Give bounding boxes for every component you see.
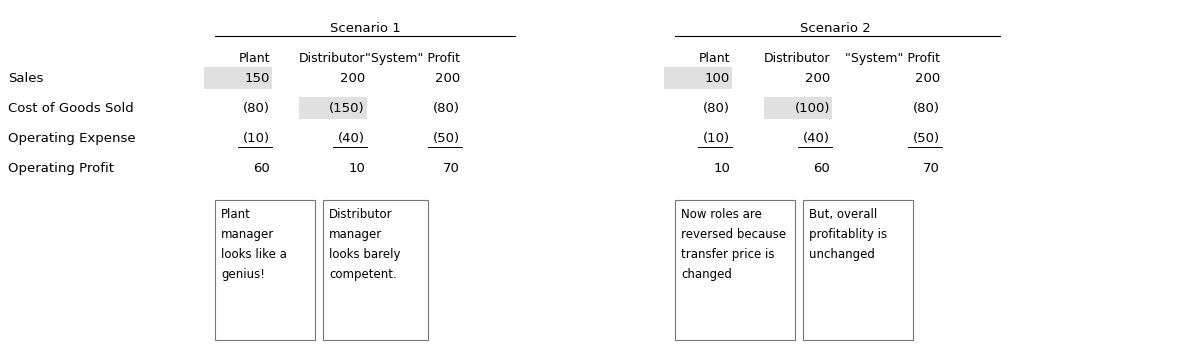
Text: Cost of Goods Sold: Cost of Goods Sold	[8, 102, 134, 115]
Text: Distributor: Distributor	[763, 52, 830, 65]
Text: Sales: Sales	[8, 71, 43, 85]
Text: (80): (80)	[703, 102, 730, 115]
Text: (50): (50)	[913, 132, 940, 144]
FancyBboxPatch shape	[804, 200, 913, 340]
Text: Distributor: Distributor	[298, 52, 365, 65]
Text: 200: 200	[805, 71, 830, 85]
Bar	[298, 97, 367, 119]
Text: 200: 200	[340, 71, 365, 85]
Text: (80): (80)	[433, 102, 460, 115]
Text: (10): (10)	[242, 132, 270, 144]
Text: Scenario 1: Scenario 1	[330, 22, 400, 35]
Bar	[664, 67, 732, 89]
Text: Operating Expense: Operating Expense	[8, 132, 136, 144]
Text: (40): (40)	[804, 132, 830, 144]
Text: Plant: Plant	[698, 52, 730, 65]
Text: "System" Profit: "System" Profit	[845, 52, 940, 65]
Text: (40): (40)	[338, 132, 365, 144]
Text: Distributor
manager
looks barely
competent.: Distributor manager looks barely compete…	[330, 208, 400, 281]
Text: (80): (80)	[244, 102, 270, 115]
Text: 60: 60	[813, 161, 830, 175]
Bar	[204, 67, 272, 89]
FancyBboxPatch shape	[675, 200, 795, 340]
Text: 150: 150	[245, 71, 270, 85]
Text: 200: 200	[915, 71, 940, 85]
Text: Plant
manager
looks like a
genius!: Plant manager looks like a genius!	[221, 208, 287, 281]
Text: 70: 70	[443, 161, 460, 175]
Text: Now roles are
reversed because
transfer price is
changed: Now roles are reversed because transfer …	[681, 208, 786, 281]
Text: 60: 60	[253, 161, 270, 175]
Text: (50): (50)	[433, 132, 460, 144]
Text: 10: 10	[349, 161, 365, 175]
Text: (100): (100)	[794, 102, 830, 115]
Bar	[764, 97, 832, 119]
Text: (10): (10)	[703, 132, 730, 144]
Text: Scenario 2: Scenario 2	[800, 22, 870, 35]
FancyBboxPatch shape	[324, 200, 427, 340]
Text: "System" Profit: "System" Profit	[365, 52, 460, 65]
Text: 10: 10	[713, 161, 730, 175]
Text: 200: 200	[435, 71, 460, 85]
Text: (80): (80)	[913, 102, 940, 115]
Text: (150): (150)	[330, 102, 365, 115]
Text: 100: 100	[704, 71, 730, 85]
Text: Operating Profit: Operating Profit	[8, 161, 113, 175]
Text: But, overall
profitablity is
unchanged: But, overall profitablity is unchanged	[810, 208, 887, 261]
Text: 70: 70	[923, 161, 940, 175]
FancyBboxPatch shape	[215, 200, 315, 340]
Text: Plant: Plant	[239, 52, 270, 65]
